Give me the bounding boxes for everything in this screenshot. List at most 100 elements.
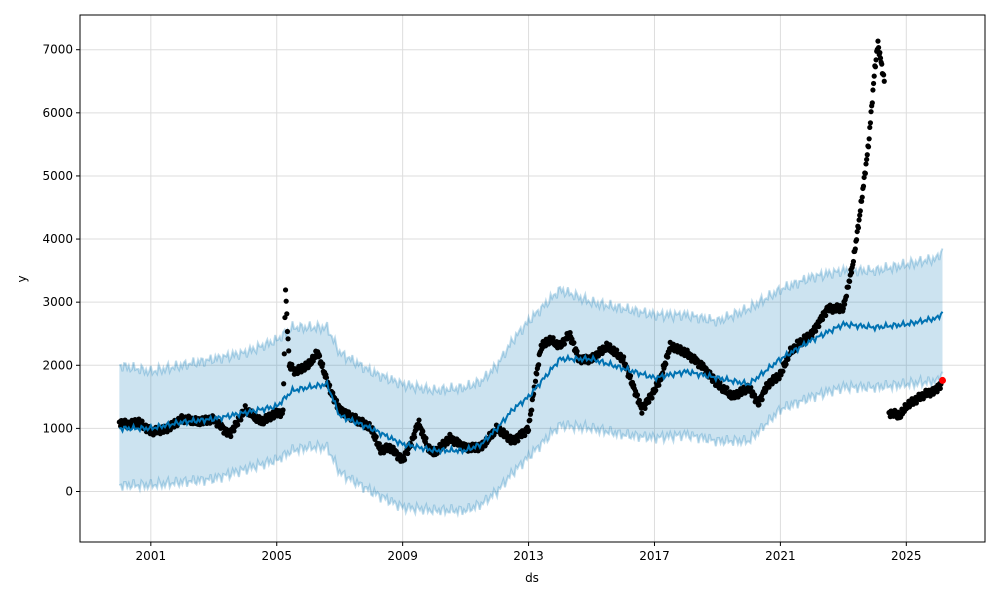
actual-point bbox=[656, 382, 662, 388]
actual-point bbox=[869, 100, 875, 106]
actual-point bbox=[856, 217, 862, 223]
actual-point bbox=[843, 293, 850, 299]
actual-point bbox=[862, 170, 868, 176]
actual-point bbox=[861, 174, 867, 181]
actual-point bbox=[867, 124, 873, 131]
actual-point bbox=[766, 384, 772, 390]
actual-point bbox=[352, 412, 359, 418]
actual-point bbox=[228, 433, 234, 440]
actual-point bbox=[665, 354, 671, 360]
actual-point bbox=[412, 434, 418, 440]
actual-point bbox=[627, 373, 634, 379]
actual-point bbox=[881, 72, 887, 78]
actual-point bbox=[515, 438, 521, 444]
actual-point bbox=[567, 329, 573, 336]
actual-point bbox=[281, 351, 287, 357]
actual-point bbox=[139, 418, 145, 424]
actual-point bbox=[823, 312, 829, 319]
actual-point bbox=[323, 375, 330, 381]
actual-point bbox=[653, 387, 659, 393]
actual-point bbox=[282, 287, 289, 293]
actual-point bbox=[614, 347, 620, 353]
highlight-point bbox=[939, 376, 947, 384]
actual-point bbox=[871, 73, 877, 79]
actual-point bbox=[235, 422, 241, 428]
actual-point bbox=[759, 397, 765, 403]
actual-point bbox=[238, 417, 244, 423]
actual-point bbox=[857, 208, 863, 214]
y-tick-label: 2000 bbox=[42, 358, 73, 372]
forecast-line bbox=[119, 311, 944, 456]
y-tick-label: 6000 bbox=[42, 106, 73, 120]
actual-point bbox=[571, 340, 577, 346]
actual-point bbox=[529, 407, 535, 413]
x-axis-label: ds bbox=[525, 571, 539, 585]
y-tick-label: 3000 bbox=[42, 295, 73, 309]
grid bbox=[80, 15, 985, 542]
actual-point bbox=[532, 378, 539, 384]
actual-point bbox=[860, 183, 867, 189]
actual-point bbox=[405, 450, 411, 457]
actual-point bbox=[401, 457, 408, 463]
actual-point bbox=[870, 80, 877, 87]
actual-point bbox=[872, 64, 879, 70]
actual-point bbox=[864, 152, 870, 158]
y-tick-label: 7000 bbox=[42, 43, 73, 57]
actual-point bbox=[522, 432, 528, 439]
actual-point bbox=[649, 395, 655, 401]
actual-point bbox=[783, 361, 789, 367]
actual-point bbox=[857, 212, 863, 218]
interval-fill bbox=[119, 248, 943, 516]
actual-point bbox=[621, 354, 627, 360]
x-tick-label: 2005 bbox=[261, 549, 292, 563]
actual-point bbox=[286, 348, 292, 354]
actual-point bbox=[756, 402, 762, 408]
y-tick-label: 0 bbox=[65, 485, 73, 499]
actual-point bbox=[870, 87, 876, 93]
actual-point bbox=[840, 305, 846, 312]
actual-point bbox=[561, 341, 568, 347]
actual-point bbox=[853, 237, 860, 243]
actual-point bbox=[376, 441, 382, 447]
actual-point bbox=[785, 356, 791, 363]
actual-point bbox=[642, 405, 648, 412]
actual-point bbox=[284, 328, 291, 335]
x-tick-label: 2021 bbox=[765, 549, 796, 563]
actual-point bbox=[373, 434, 379, 440]
actual-point bbox=[852, 246, 858, 252]
actual-point bbox=[658, 377, 664, 383]
y-tick-label: 1000 bbox=[42, 421, 73, 435]
lower-bound-line bbox=[118, 371, 944, 519]
actual-point bbox=[842, 301, 848, 307]
y-axis-label: y bbox=[15, 275, 29, 282]
actual-point bbox=[865, 144, 872, 150]
actual-point bbox=[877, 49, 883, 56]
actual-point bbox=[527, 417, 533, 423]
actual-point bbox=[717, 379, 723, 386]
x-tick-label: 2013 bbox=[513, 549, 544, 563]
actual-point bbox=[876, 44, 882, 51]
x-tick-label: 2009 bbox=[387, 549, 418, 563]
actual-point bbox=[416, 417, 422, 423]
actual-point bbox=[663, 361, 669, 367]
x-tick-label: 2025 bbox=[891, 549, 922, 563]
actual-point bbox=[366, 420, 372, 427]
actual-point bbox=[848, 270, 855, 276]
actual-point bbox=[242, 403, 248, 409]
actual-point bbox=[868, 109, 874, 115]
actual-point bbox=[867, 120, 874, 126]
actual-point bbox=[877, 55, 884, 61]
actual-point bbox=[550, 335, 556, 341]
actual-point bbox=[780, 368, 786, 374]
plot-frame bbox=[79, 14, 986, 543]
x-tick-label: 2001 bbox=[136, 549, 167, 563]
actual-point bbox=[879, 61, 885, 67]
actual-point bbox=[634, 392, 641, 398]
actual-point bbox=[420, 428, 426, 434]
actual-point bbox=[881, 78, 887, 84]
actual-point bbox=[283, 298, 289, 304]
actual-point bbox=[776, 376, 782, 382]
actual-point bbox=[646, 399, 652, 405]
